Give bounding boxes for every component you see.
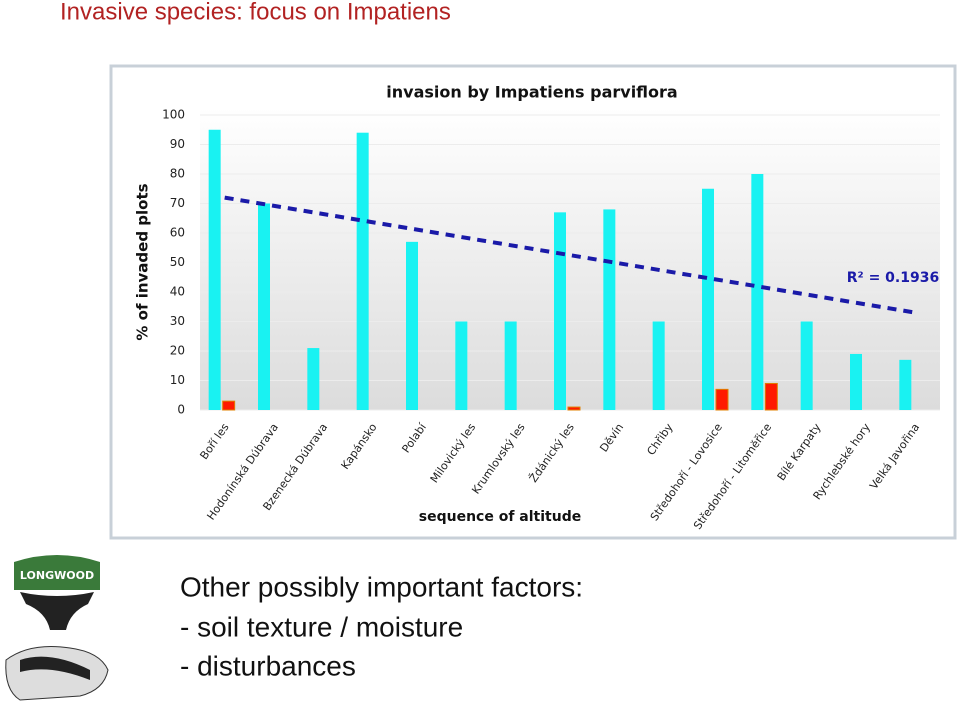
body-line: - soil texture / moisture: [180, 611, 463, 642]
y-tick-label: 0: [177, 403, 185, 417]
y-tick-label: 90: [170, 137, 185, 151]
y-tick-label: 100: [162, 108, 185, 122]
y-tick-label: 40: [170, 285, 185, 299]
logo-text: LONGWOOD: [20, 569, 94, 582]
y-tick-label: 30: [170, 314, 185, 328]
bar: [652, 321, 665, 410]
y-tick-label: 50: [170, 255, 185, 269]
bar: [715, 388, 729, 411]
x-axis-label: sequence of altitude: [419, 509, 581, 525]
bar: [356, 132, 369, 410]
bar: [208, 129, 221, 410]
y-tick-label: 10: [170, 373, 185, 387]
y-tick-label: 20: [170, 344, 185, 358]
annotation: R² = 0.1936: [847, 270, 939, 286]
bar: [222, 400, 236, 411]
bar: [307, 348, 320, 410]
logo: LONGWOOD: [5, 555, 109, 701]
bar: [751, 174, 764, 410]
bar: [800, 321, 813, 410]
chart-title: invasion by Impatiens parviflora: [386, 83, 677, 102]
slide-title: Invasive species: focus on Impatiens: [60, 0, 451, 25]
y-tick-label: 60: [170, 226, 185, 240]
bar: [899, 359, 912, 410]
bar: [554, 212, 566, 410]
bar: [258, 203, 270, 410]
body-line: Other possibly important factors:: [180, 571, 583, 602]
y-axis-label: % of invaded plots: [134, 183, 152, 340]
y-tick-label: 80: [170, 167, 185, 181]
bar: [702, 188, 714, 410]
bar: [603, 209, 616, 410]
bar: [504, 321, 517, 410]
bar: [406, 241, 418, 410]
plot-area: [200, 108, 940, 410]
trendline: [224, 195, 916, 315]
bar: [455, 321, 468, 410]
bar: [850, 353, 862, 410]
bar: [567, 406, 581, 411]
y-tick-label: 70: [170, 196, 185, 210]
bar: [764, 382, 778, 411]
body-line: - disturbances: [180, 650, 356, 681]
